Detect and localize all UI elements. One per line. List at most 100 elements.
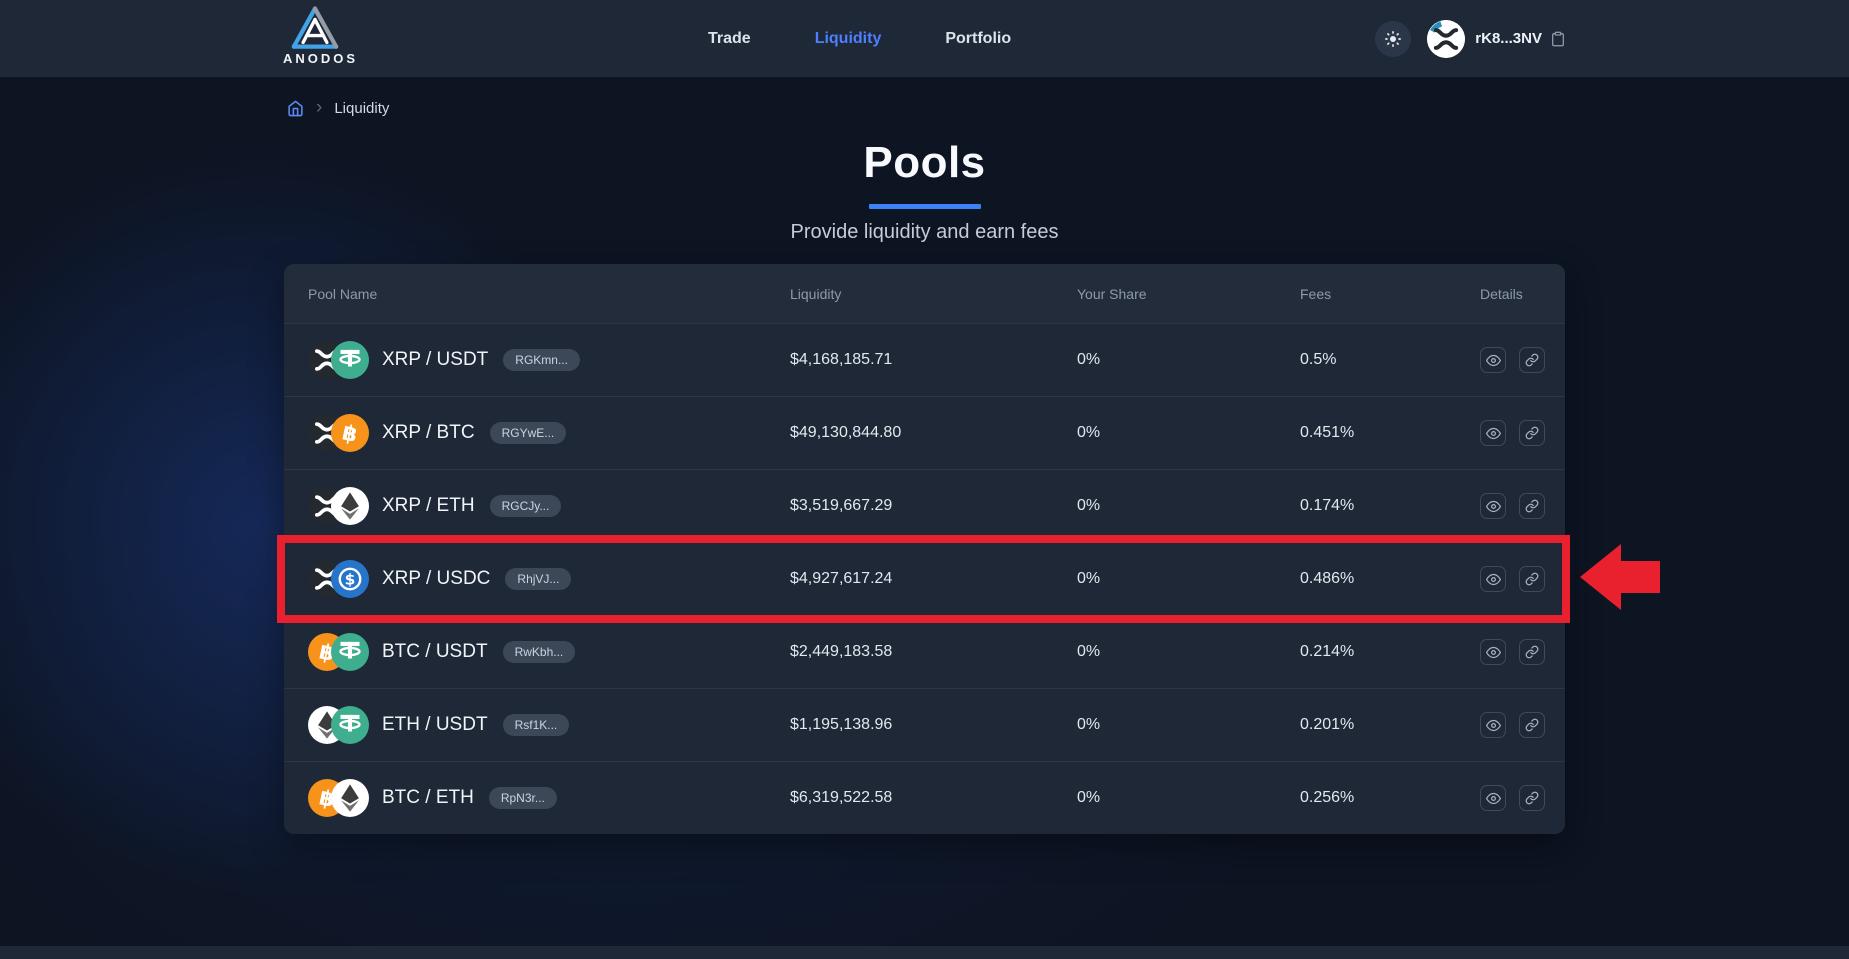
link-icon	[1525, 499, 1539, 513]
fees-value: 0.174%	[1300, 497, 1355, 514]
pool-name-cell: ฿ BTC / ETH RpN3r...	[308, 779, 790, 817]
nav-link-liquidity[interactable]: Liquidity	[814, 29, 882, 47]
brand-logo[interactable]: ANODOS	[283, 6, 355, 66]
page-subtitle: Provide liquidity and earn fees	[790, 221, 1059, 243]
pool-link-button[interactable]	[1519, 420, 1545, 446]
breadcrumb-item-liquidity[interactable]: Liquidity	[334, 100, 390, 117]
navbar-right-controls: rK8...3NV	[1375, 0, 1566, 77]
pool-pair-icons: ฿	[308, 779, 369, 817]
details-cell	[1480, 712, 1545, 738]
sun-icon	[1384, 30, 1402, 48]
view-pool-button[interactable]	[1480, 785, 1506, 811]
eye-icon	[1485, 499, 1501, 514]
your-share-value: 0%	[1077, 789, 1101, 806]
footer-strip	[0, 946, 1849, 959]
view-pool-button[interactable]	[1480, 493, 1506, 519]
eth-coin-icon	[331, 779, 369, 817]
view-pool-button[interactable]	[1480, 639, 1506, 665]
pool-address-badge: RGYwE...	[489, 422, 567, 444]
eye-icon	[1485, 572, 1501, 587]
pool-row-btc-eth[interactable]: ฿ BTC / ETH RpN3r... $6,319,522.58 0% 0.256%	[284, 761, 1565, 834]
pool-name-cell: ฿ XRP / BTC RGYwE...	[308, 414, 790, 452]
your-share-value: 0%	[1077, 570, 1101, 587]
fees-value: 0.5%	[1300, 351, 1337, 368]
pool-pair-label: XRP / BTC	[382, 422, 475, 443]
svg-text:฿: ฿	[317, 639, 337, 667]
eth-coin-icon	[331, 487, 369, 525]
fees-value: 0.451%	[1300, 424, 1355, 441]
details-cell	[1480, 493, 1545, 519]
annotation-arrow-icon	[1580, 544, 1660, 610]
view-pool-button[interactable]	[1480, 347, 1506, 373]
avatar	[1427, 19, 1466, 58]
pool-pair-icons	[308, 341, 369, 379]
fees-value: 0.201%	[1300, 716, 1355, 733]
pool-pair-label: XRP / USDC	[382, 568, 491, 589]
anodos-triangle-icon	[283, 6, 347, 50]
link-icon	[1525, 791, 1539, 805]
pool-link-button[interactable]	[1519, 347, 1545, 373]
nav-link-portfolio[interactable]: Portfolio	[945, 29, 1012, 47]
liquidity-value: $49,130,844.80	[790, 424, 902, 441]
link-icon	[1525, 645, 1539, 659]
view-pool-button[interactable]	[1480, 420, 1506, 446]
details-cell	[1480, 785, 1545, 811]
liquidity-value: $1,195,138.96	[790, 716, 893, 733]
nav-links: Trade Liquidity Portfolio	[708, 0, 1011, 77]
pool-address-badge: RhjVJ...	[505, 568, 572, 590]
column-header-liquidity: Liquidity	[790, 285, 842, 302]
pool-name-cell: XRP / USDT RGKmn...	[308, 341, 790, 379]
your-share-value: 0%	[1077, 716, 1101, 733]
pool-row-xrp-usdc[interactable]: $ XRP / USDC RhjVJ... $4,927,617.24 0% 0.486%	[284, 542, 1565, 615]
pool-pair-label: XRP / ETH	[382, 495, 475, 516]
pool-link-button[interactable]	[1519, 493, 1545, 519]
home-icon[interactable]	[287, 100, 304, 117]
view-pool-button[interactable]	[1480, 566, 1506, 592]
wallet-menu[interactable]: rK8...3NV	[1427, 19, 1566, 58]
pool-name-cell: $ XRP / USDC RhjVJ...	[308, 560, 790, 598]
column-header-details: Details	[1480, 285, 1523, 302]
your-share-value: 0%	[1077, 424, 1101, 441]
details-cell	[1480, 420, 1545, 446]
pool-link-button[interactable]	[1519, 566, 1545, 592]
navbar: ANODOS Trade Liquidity Portfolio	[0, 0, 1849, 77]
pool-pair-icons: $	[308, 560, 369, 598]
eye-icon	[1485, 353, 1501, 368]
usdt-coin-icon	[331, 706, 369, 744]
nav-link-trade[interactable]: Trade	[708, 29, 751, 47]
pool-row-eth-usdt[interactable]: ETH / USDT Rsf1K... $1,195,138.96 0% 0.201%	[284, 688, 1565, 761]
theme-toggle-button[interactable]	[1375, 20, 1412, 57]
pool-row-xrp-btc[interactable]: ฿ XRP / BTC RGYwE... $49,130,844.80 0% 0.451%	[284, 396, 1565, 469]
eye-icon	[1485, 791, 1501, 806]
pool-address-badge: RGKmn...	[503, 349, 580, 371]
pool-name-cell: ETH / USDT Rsf1K...	[308, 706, 790, 744]
column-header-fees: Fees	[1300, 285, 1332, 302]
pool-row-xrp-usdt[interactable]: XRP / USDT RGKmn... $4,168,185.71 0% 0.5%	[284, 323, 1565, 396]
details-cell	[1480, 347, 1545, 373]
eye-icon	[1485, 426, 1501, 441]
pool-pair-label: BTC / ETH	[382, 787, 474, 808]
table-body: XRP / USDT RGKmn... $4,168,185.71 0% 0.5% ฿ XR…	[284, 323, 1565, 834]
pool-name-cell: ฿ BTC / USDT RwKbh...	[308, 633, 790, 671]
xrp-logo-icon	[1427, 19, 1466, 58]
table-header-row: Pool Name Liquidity Your Share Fees Details	[284, 264, 1565, 323]
usdc-coin-icon: $	[331, 560, 369, 598]
svg-text:฿: ฿	[317, 785, 337, 813]
svg-text:฿: ฿	[340, 420, 360, 448]
view-pool-button[interactable]	[1480, 712, 1506, 738]
eye-icon	[1485, 718, 1501, 733]
column-header-pool-name: Pool Name	[308, 285, 378, 302]
liquidity-value: $2,449,183.58	[790, 643, 893, 660]
pool-pair-icons: ฿	[308, 633, 369, 671]
pool-row-btc-usdt[interactable]: ฿ BTC / USDT RwKbh... $2,449,183.58 0% 0.214%	[284, 615, 1565, 688]
link-icon	[1525, 572, 1539, 586]
page-title: Pools	[863, 138, 986, 187]
copy-address-button[interactable]	[1550, 31, 1566, 47]
pool-row-xrp-eth[interactable]: XRP / ETH RGCJy... $3,519,667.29 0% 0.174%	[284, 469, 1565, 542]
breadcrumb: › Liquidity	[287, 98, 390, 117]
pool-link-button[interactable]	[1519, 785, 1545, 811]
link-icon	[1525, 718, 1539, 732]
pool-link-button[interactable]	[1519, 712, 1545, 738]
pool-link-button[interactable]	[1519, 639, 1545, 665]
liquidity-value: $6,319,522.58	[790, 789, 893, 806]
